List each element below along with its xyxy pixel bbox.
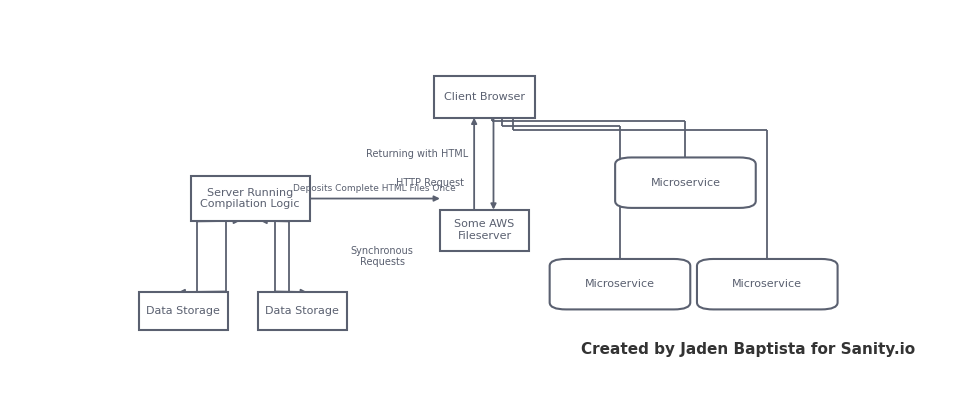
FancyBboxPatch shape — [697, 259, 837, 309]
Text: Deposits Complete HTML Files Once: Deposits Complete HTML Files Once — [294, 184, 456, 193]
Text: Server Running
Compilation Logic: Server Running Compilation Logic — [201, 188, 300, 209]
FancyBboxPatch shape — [138, 292, 228, 330]
Text: Microservice: Microservice — [732, 279, 803, 289]
FancyBboxPatch shape — [550, 259, 690, 309]
Text: HTTP Request: HTTP Request — [396, 178, 464, 188]
Text: Microservice: Microservice — [651, 178, 720, 188]
FancyBboxPatch shape — [440, 210, 529, 251]
FancyBboxPatch shape — [434, 76, 535, 118]
FancyBboxPatch shape — [615, 157, 756, 208]
Text: Client Browser: Client Browser — [444, 92, 525, 102]
FancyBboxPatch shape — [191, 176, 310, 221]
Text: Returning with HTML: Returning with HTML — [366, 149, 468, 159]
Text: Some AWS
Fileserver: Some AWS Fileserver — [454, 220, 515, 241]
Text: Created by Jaden Baptista for Sanity.io: Created by Jaden Baptista for Sanity.io — [581, 342, 916, 357]
FancyBboxPatch shape — [257, 292, 347, 330]
Text: Synchronous
Requests: Synchronous Requests — [350, 246, 414, 267]
Text: Data Storage: Data Storage — [265, 306, 339, 316]
Text: Data Storage: Data Storage — [146, 306, 220, 316]
Text: Microservice: Microservice — [585, 279, 655, 289]
